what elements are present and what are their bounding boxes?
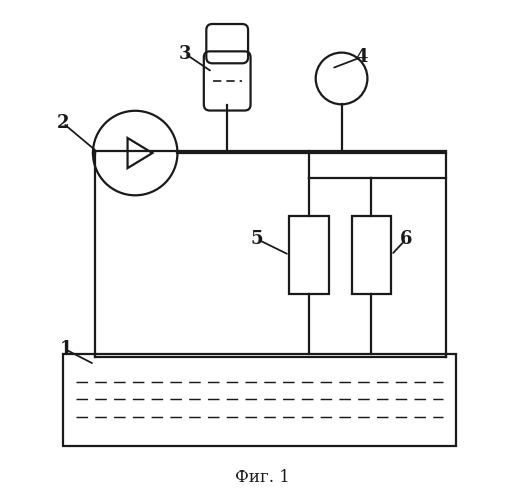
Bar xyxy=(63,354,456,446)
Text: 5: 5 xyxy=(250,230,264,248)
Text: 3: 3 xyxy=(179,44,191,62)
Bar xyxy=(352,216,391,294)
Text: 1: 1 xyxy=(59,340,72,358)
Text: 2: 2 xyxy=(57,114,69,132)
Text: 6: 6 xyxy=(400,230,412,248)
Bar xyxy=(289,216,329,294)
Text: Фиг. 1: Фиг. 1 xyxy=(235,469,289,486)
Bar xyxy=(95,150,446,357)
Text: 4: 4 xyxy=(355,48,368,66)
